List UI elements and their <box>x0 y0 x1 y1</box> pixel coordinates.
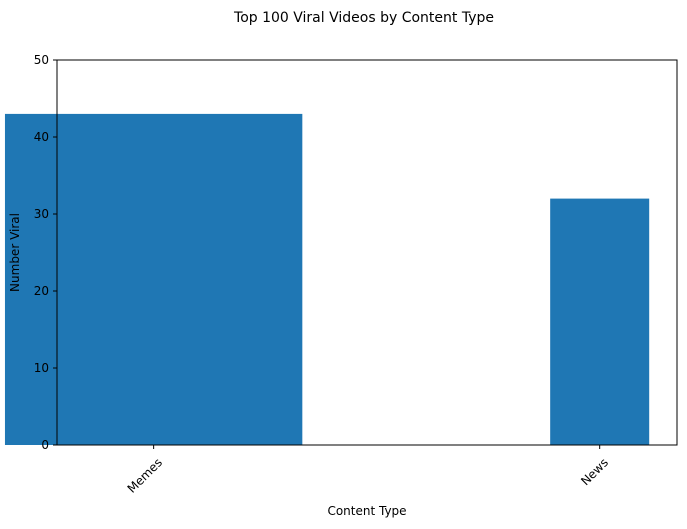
bars-group <box>4 113 650 446</box>
x-tick-label-news: News <box>578 455 611 488</box>
x-axis-label: Content Type <box>327 504 406 518</box>
y-tick-label: 50 <box>34 53 49 67</box>
plot-frame <box>56 59 678 446</box>
y-axis-label: Number Viral <box>8 213 22 292</box>
y-tick-label: 40 <box>34 130 49 144</box>
y-axis-ticks: 0 10 20 30 40 50 <box>34 53 57 452</box>
y-tick-label: 30 <box>34 207 49 221</box>
x-axis-ticks: Memes News <box>125 445 611 496</box>
y-tick-label: 10 <box>34 361 49 375</box>
x-tick-label-memes: Memes <box>125 455 165 495</box>
chart-title: Top 100 Viral Videos by Content Type <box>233 10 494 26</box>
bar-memes <box>4 113 303 446</box>
bar-news <box>550 198 650 445</box>
y-tick-label: 0 <box>41 438 49 452</box>
y-tick-label: 20 <box>34 284 49 298</box>
